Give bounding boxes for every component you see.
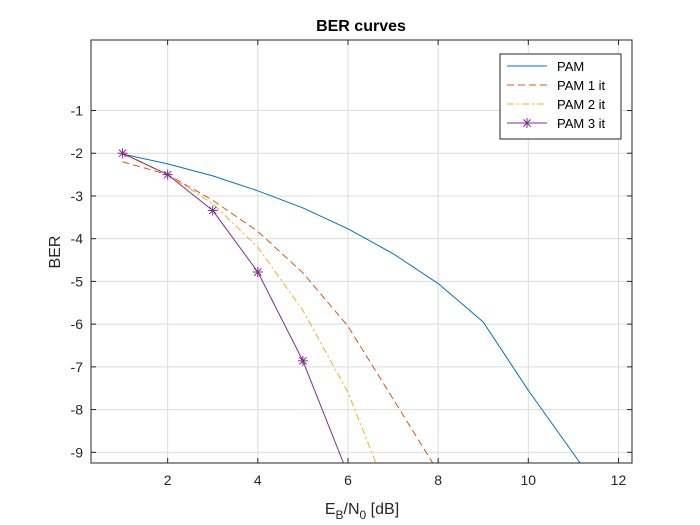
legend-items: PAM PAM 1 it PAM 2 it PAM 3 it: [507, 59, 606, 131]
legend-label: PAM 3 it: [557, 116, 606, 131]
asterisk-marker: [522, 118, 532, 128]
chart-title: BER curves: [316, 18, 406, 35]
plot-frame: [90, 39, 633, 464]
asterisk-marker: [207, 205, 218, 216]
asterisk-marker: [297, 355, 308, 366]
series-group: [117, 148, 581, 463]
y-tick-label: -7: [71, 359, 84, 375]
x-tick-label: 12: [611, 472, 627, 488]
y-tick-label: -2: [71, 145, 84, 161]
legend: PAM PAM 1 it PAM 2 it PAM 3 it: [499, 53, 622, 140]
y-tick-label: -9: [71, 444, 84, 460]
series-line-1: [122, 153, 581, 463]
series-line-2: [122, 161, 434, 463]
y-tick-label: -6: [71, 316, 84, 332]
legend-box: [499, 53, 622, 140]
legend-entry-4: PAM 3 it: [507, 116, 606, 131]
series-line-4: [122, 152, 344, 463]
x-tick-label: 4: [254, 472, 262, 488]
asterisk-marker: [117, 148, 128, 159]
y-axis-label: BER: [47, 236, 64, 269]
ticks: [91, 40, 632, 463]
y-tick-label: -4: [71, 231, 84, 247]
legend-entry-3: PAM 2 it: [507, 97, 606, 112]
x-tick-label: 10: [521, 472, 537, 488]
legend-entry-1: PAM: [507, 59, 584, 74]
y-tick-label: -5: [71, 273, 84, 289]
y-tick-label: -1: [71, 103, 84, 119]
legend-label: PAM 2 it: [557, 97, 606, 112]
x-tick-label: 2: [164, 472, 172, 488]
x-axis-label-sub2: 0: [360, 508, 367, 522]
x-axis-label-mid: /N: [344, 501, 360, 518]
asterisk-marker: [162, 169, 173, 180]
x-axis-label: EB/N0 [dB]: [325, 501, 399, 522]
x-tick-label: 6: [344, 472, 352, 488]
x-tick-label: 8: [434, 472, 442, 488]
legend-label: PAM: [557, 59, 584, 74]
legend-label: PAM 1 it: [557, 78, 606, 93]
x-axis-label-sub1: B: [336, 508, 344, 522]
legend-entry-2: PAM 1 it: [507, 78, 606, 93]
asterisk-marker: [252, 267, 263, 278]
x-axis-label-base: E: [325, 501, 336, 518]
x-axis-label-tail: [dB]: [366, 501, 399, 518]
y-tick-label: -8: [71, 402, 84, 418]
y-tick-label: -3: [71, 188, 84, 204]
tick-labels: 2 4 6 8 10 12 -9 -8 -7 -6 -5 -4 -3 -2 -1: [71, 103, 627, 489]
